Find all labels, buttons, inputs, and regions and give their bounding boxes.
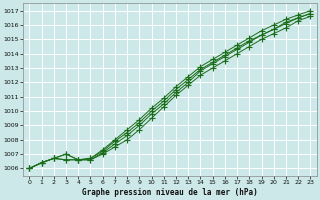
- X-axis label: Graphe pression niveau de la mer (hPa): Graphe pression niveau de la mer (hPa): [82, 188, 258, 197]
